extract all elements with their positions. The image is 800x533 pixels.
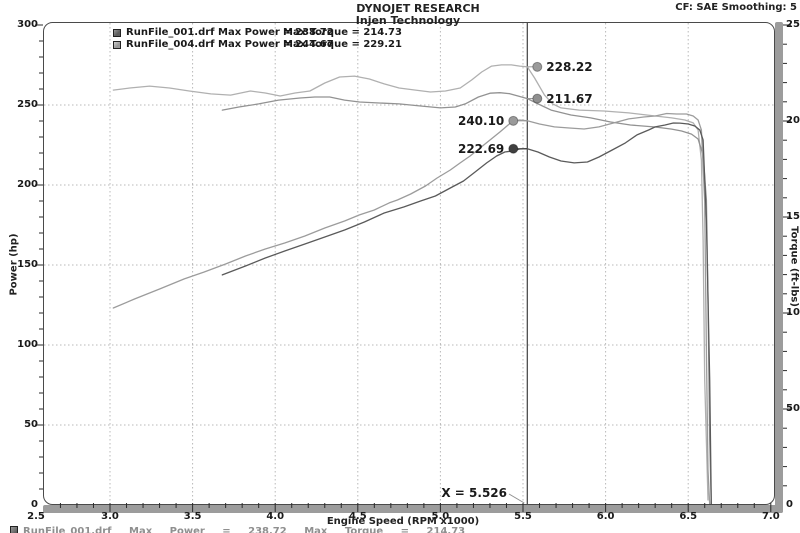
legend-torque-text: Max Torque = 229.21	[283, 39, 402, 50]
torque-tick-label: 250	[786, 19, 800, 30]
cursor-x-readout[interactable]: X = 5.526	[441, 486, 507, 500]
rpm-tick-label: 5.5	[514, 511, 532, 522]
marker-value-label: 228.22	[546, 59, 593, 74]
rpm-tick-label: 6.5	[679, 511, 698, 522]
rpm-axis-title: Engine Speed (RPM x1000)	[326, 516, 480, 527]
rpm-tick-label: 2.5	[27, 511, 45, 522]
curve-runfile-004-drf-torque	[112, 64, 709, 501]
legend-power-text: RunFile_001.drf Max Power = 238.72	[126, 27, 334, 38]
torque-tick-label: 150	[786, 211, 800, 222]
power-tick-label: 100	[17, 339, 38, 350]
rpm-tick-label: 4.5	[348, 511, 367, 522]
torque-axis-title: Torque (ft-lbs)	[788, 226, 800, 307]
rpm-tick-label: 4.0	[266, 511, 285, 522]
cursor-label-connector	[508, 493, 525, 504]
curve-runfile-001-drf-power	[221, 122, 712, 506]
torque-tick-label: 200	[786, 115, 800, 126]
rpm-tick-label: 3.0	[101, 511, 119, 522]
marker-dot[interactable]	[508, 115, 519, 126]
marker-dot[interactable]	[532, 61, 543, 72]
run-color-swatch-icon	[113, 29, 121, 37]
rpm-tick-label: 5.0	[431, 511, 450, 522]
rpm-tick-label: 3.5	[183, 511, 202, 522]
marker-value-label: 222.69	[457, 141, 505, 156]
chart-subtitle: Injen Technology	[355, 14, 461, 27]
legend-torque-text: Max Torque = 214.73	[283, 27, 402, 38]
legend-row-runfile-004[interactable]: RunFile_004.drf Max Power = 244.67 Max T…	[113, 39, 493, 51]
chart-title: DYNOJET RESEARCH	[356, 2, 480, 15]
run-list-row-clipped[interactable]: RunFile_001.drf Max Power = 238.72 Max T…	[10, 526, 790, 533]
curve-runfile-001-drf-torque	[221, 92, 712, 506]
torque-axis-spine	[775, 22, 783, 513]
power-tick-label: 200	[17, 179, 38, 190]
run-color-swatch-icon	[10, 526, 18, 533]
marker-value-label: 211.67	[546, 91, 593, 106]
marker-dot[interactable]	[508, 143, 519, 154]
curve-runfile-004-drf-power	[112, 112, 711, 506]
legend-row-runfile-001[interactable]: RunFile_001.drf Max Power = 238.72 Max T…	[113, 27, 493, 39]
torque-tick-label: 100	[786, 307, 800, 318]
torque-tick-label: 50	[786, 403, 800, 414]
rpm-tick-label: 7.0	[761, 511, 780, 522]
torque-tick-label: 0	[786, 499, 793, 510]
power-tick-label: 250	[17, 99, 38, 110]
rpm-tick-label: 6.0	[596, 511, 615, 522]
legend-power-text: RunFile_004.drf Max Power = 244.67	[126, 39, 334, 50]
power-tick-label: 50	[24, 419, 38, 430]
legend: RunFile_001.drf Max Power = 238.72 Max T…	[113, 27, 493, 51]
power-tick-label: 0	[31, 499, 38, 510]
power-tick-label: 150	[17, 259, 38, 270]
plot-frame	[43, 22, 775, 505]
run-list-row-text: RunFile_001.drf Max Power = 238.72 Max T…	[23, 526, 466, 533]
x-axis-spine	[43, 505, 783, 513]
marker-dot[interactable]	[532, 93, 543, 104]
correction-smoothing-label: CF: SAE Smoothing: 5	[675, 2, 797, 13]
marker-value-label: 240.10	[457, 113, 505, 128]
run-color-swatch-icon	[113, 41, 121, 49]
power-tick-label: 300	[17, 19, 38, 30]
